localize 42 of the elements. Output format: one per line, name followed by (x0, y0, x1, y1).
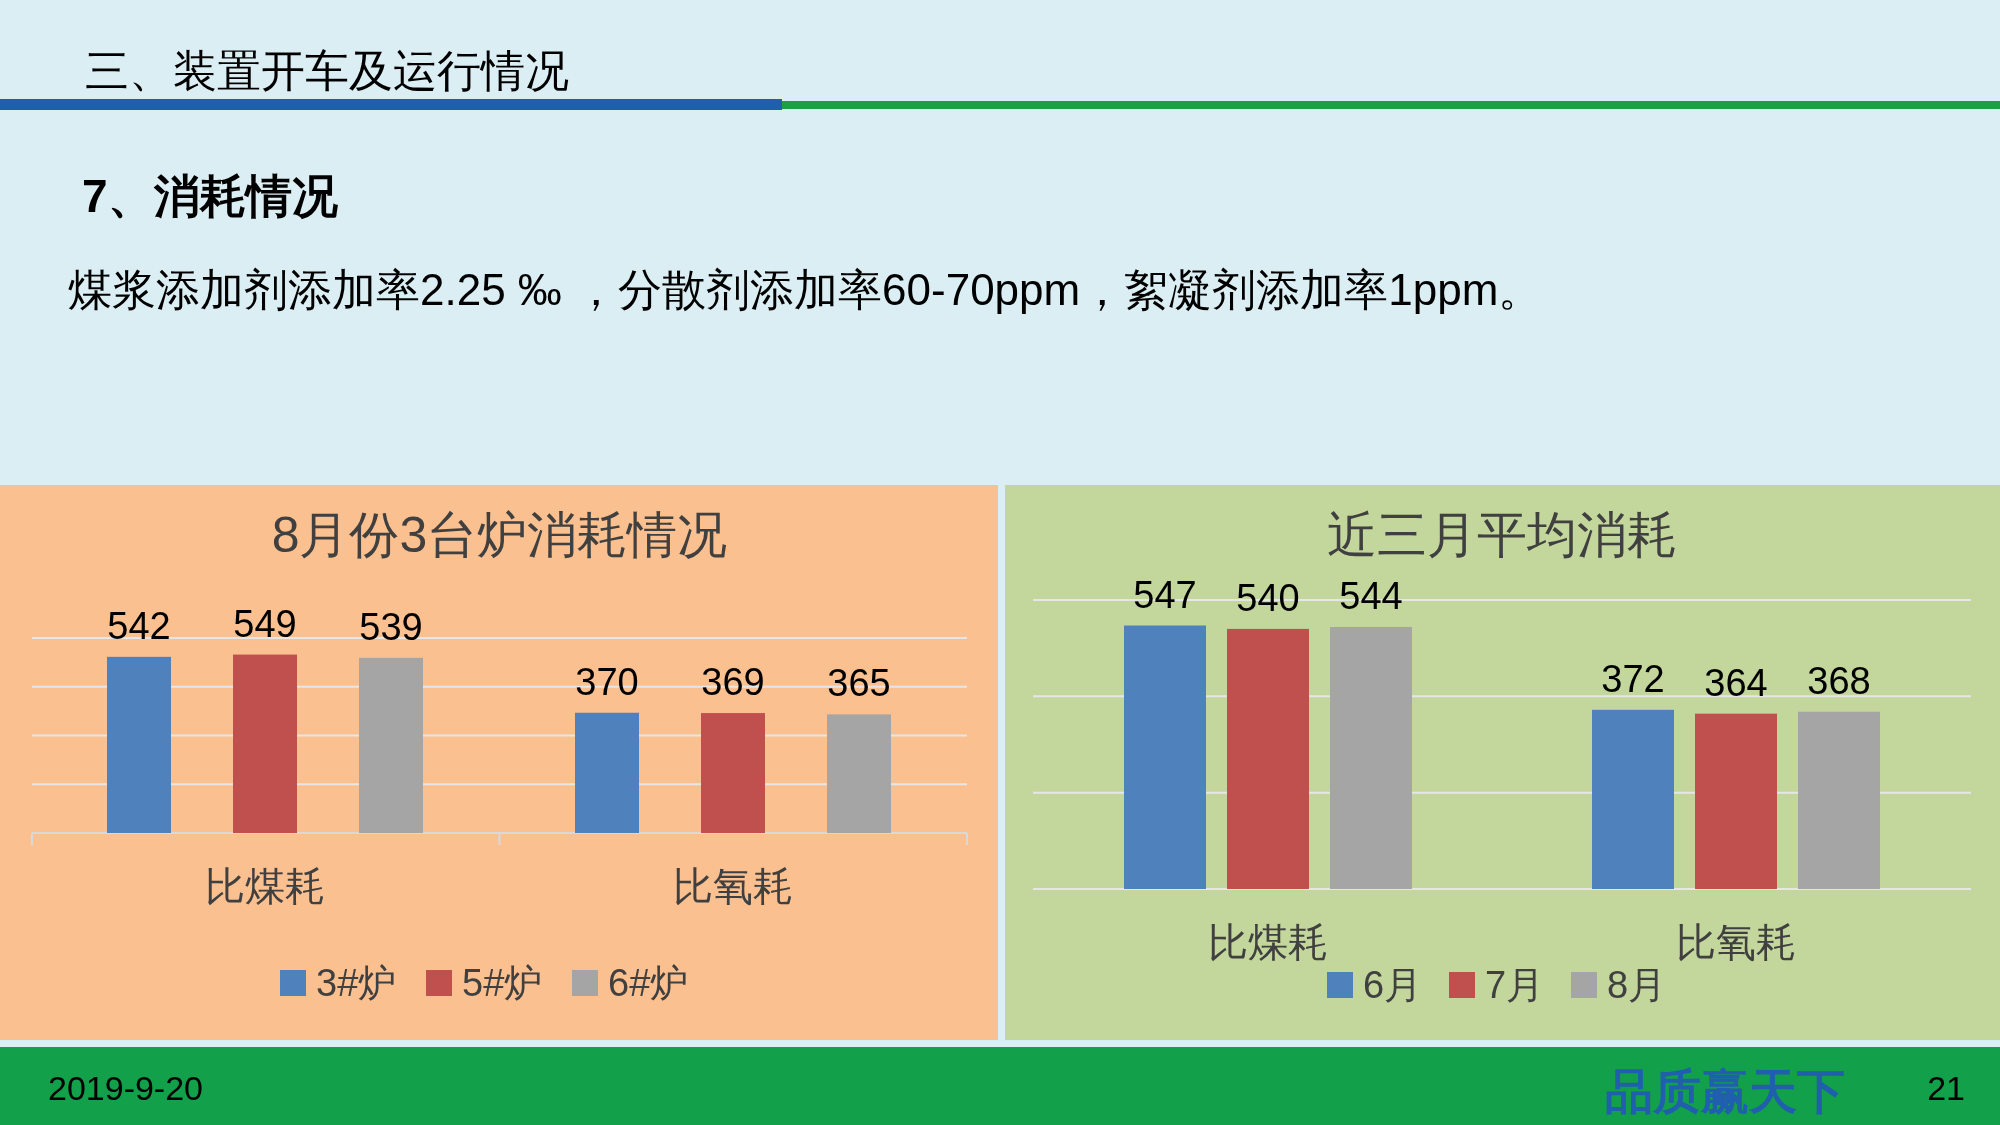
bar (827, 714, 891, 833)
data-label: 369 (701, 661, 765, 704)
data-label: 549 (233, 602, 297, 645)
data-label: 365 (827, 662, 891, 705)
bar (1592, 709, 1674, 889)
legend-label: 8月 (1607, 964, 1667, 1006)
x-tick-label: 比氧耗 (673, 864, 793, 908)
text: 7、消耗情况 (82, 170, 338, 222)
bar (107, 656, 171, 833)
chart-title: 近三月平均消耗 (1327, 507, 1677, 563)
bar (1330, 626, 1412, 889)
text: 2019-9-20 (48, 1069, 204, 1107)
text: 三、装置开车及运行情况 (85, 46, 569, 95)
bar (701, 713, 765, 833)
bar (1695, 713, 1777, 889)
text: 品质赢天下 (1605, 1065, 1845, 1118)
chart-title: 8月份3台炉消耗情况 (271, 507, 728, 563)
bar (359, 657, 423, 833)
data-label: 542 (107, 604, 171, 647)
x-tick-label: 比煤耗 (1208, 920, 1328, 964)
legend-label: 6月 (1363, 964, 1423, 1006)
data-label: 540 (1236, 576, 1300, 619)
data-label: 370 (575, 660, 639, 703)
data-label: 372 (1601, 657, 1665, 700)
bar (233, 654, 297, 833)
data-label: 364 (1704, 661, 1768, 704)
data-label: 368 (1807, 659, 1871, 702)
bar (1798, 711, 1880, 889)
data-label: 539 (359, 605, 423, 648)
x-tick-label: 比氧耗 (1676, 920, 1796, 964)
data-label: 547 (1133, 573, 1197, 616)
x-tick-label: 比煤耗 (205, 864, 325, 908)
legend-label: 6#炉 (608, 962, 689, 1004)
legend-label: 3#炉 (316, 962, 397, 1004)
bar (575, 712, 639, 833)
legend-label: 5#炉 (462, 962, 543, 1004)
legend-label: 7月 (1485, 964, 1545, 1006)
text: 煤浆添加剂添加率2.25 ‰ ，分散剂添加率60-70ppm，絮凝剂添加率1ppm。 (68, 265, 1543, 314)
bar (1227, 628, 1309, 889)
text: 21 (1927, 1069, 1965, 1107)
bar (1124, 625, 1206, 889)
data-label: 544 (1339, 574, 1403, 617)
